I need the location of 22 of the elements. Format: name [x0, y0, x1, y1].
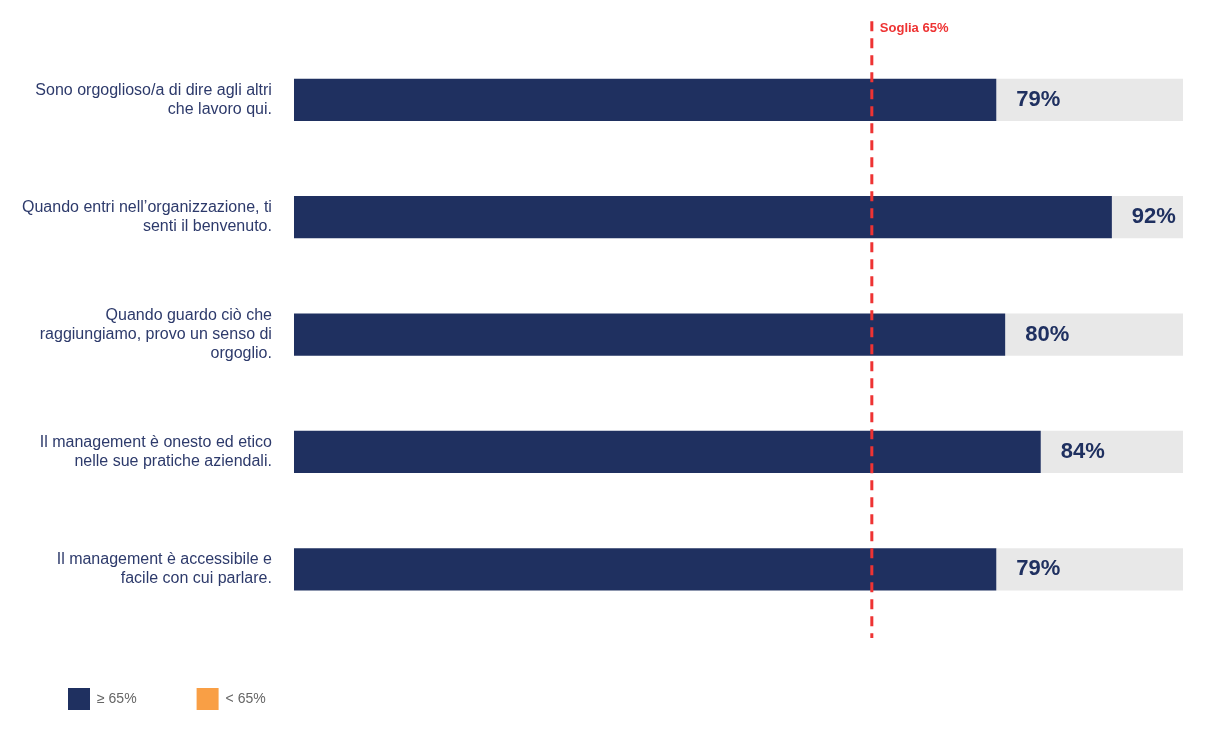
bar — [293, 78, 997, 122]
y-tick-label: Sono orgoglioso/a di dire agli altri che lavoro qui. — [35, 80, 272, 117]
y-tick-label: Il management è accessibile e facile con cui parlare. — [56, 550, 273, 587]
data-label: 79% — [1016, 85, 1061, 111]
bar — [996, 78, 1183, 122]
data-label: 84% — [1060, 438, 1105, 464]
legend-label: ≥ 65% — [97, 689, 137, 706]
bar — [293, 548, 997, 591]
bar — [1005, 313, 1183, 356]
data-label: 80% — [1025, 320, 1070, 346]
bar — [996, 548, 1183, 591]
bar — [293, 196, 1112, 239]
data-label: 79% — [1016, 555, 1061, 581]
ref-line-label: Soglia 65% — [879, 20, 949, 36]
y-tick-label: Quando entri nell’organizzazione, ti senti il benvenuto. — [21, 198, 272, 235]
y-tick-label: Il management è onesto ed etico nelle sue pratiche aziendali. — [39, 432, 273, 469]
data-label: 92% — [1131, 203, 1176, 229]
bar — [1040, 430, 1183, 474]
bar — [293, 430, 1041, 474]
legend-label: < 65% — [225, 689, 266, 706]
y-tick-label: Quando guardo ciò che raggiungiamo, provo un senso di orgoglio. — [39, 305, 273, 362]
bar — [293, 313, 1006, 356]
